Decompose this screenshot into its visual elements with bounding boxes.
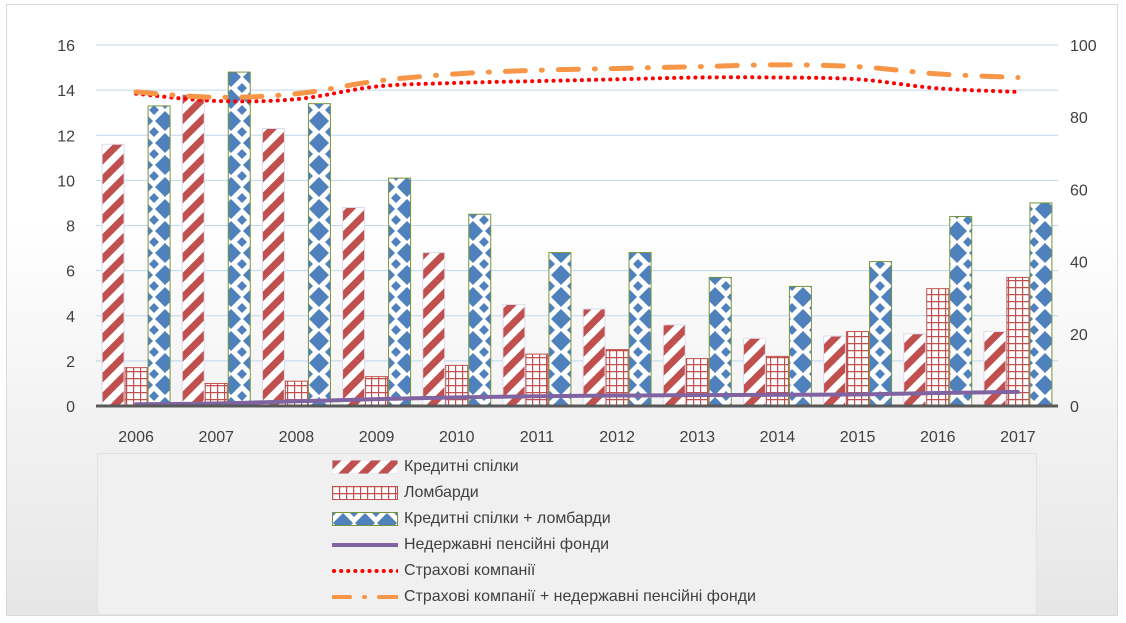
bar-1-2013 (685, 358, 709, 407)
y-left-tick-label: 8 (66, 219, 75, 236)
legend-item-credit-unions: Кредитні спілки (332, 454, 519, 480)
y-left-tick-label: 0 (66, 399, 75, 416)
bar-0-2009 (342, 206, 366, 407)
legend-item-pawnshops: Ломбарди (332, 480, 479, 506)
bar-1-2017 (1006, 276, 1030, 407)
legend-label-pension-funds: Недержавні пенсійні фонди (404, 536, 610, 553)
bar-0-2011 (502, 303, 526, 407)
y-right-tick-label: 0 (1070, 399, 1079, 416)
y-left-tick-label: 16 (57, 38, 75, 55)
legend-item-insurance-plus-pension: Страхові компанії + недержавні пенсійні … (332, 584, 756, 610)
y-left-tick-label: 10 (57, 173, 75, 190)
legend-label-credit-unions: Кредитні спілки (404, 458, 519, 475)
legend-label-credit-unions-plus-pawnshops: Кредитні спілки + ломбарди (404, 510, 611, 527)
legend-item-insurance: Страхові компанії (332, 558, 535, 584)
bar-1-2016 (926, 288, 950, 407)
bar-0-2010 (422, 252, 446, 407)
legend-label-insurance: Страхові компанії (404, 562, 536, 579)
legend-item-credit-unions-plus-pawnshops: Кредитні спілки + ломбарди (332, 506, 611, 532)
y-left-tick-label: 2 (66, 354, 75, 371)
line-series-0 (134, 389, 1020, 407)
bar-2-2008 (307, 103, 331, 407)
x-tick-label: 2014 (760, 429, 796, 446)
legend-swatch-insurance-plus-pension (332, 595, 398, 599)
x-tick-label: 2011 (520, 429, 555, 446)
bar-2-2015 (869, 261, 893, 407)
bar-1-2009 (365, 376, 389, 407)
bar-2-2006 (147, 105, 171, 407)
x-tick-label: 2013 (679, 429, 715, 446)
x-tick-label: 2017 (1000, 429, 1036, 446)
x-tick-label: 2008 (279, 429, 315, 446)
bar-2-2012 (628, 252, 652, 407)
y-left-tick-label: 12 (57, 128, 75, 145)
legend-swatch-pawnshops (332, 486, 398, 500)
bar-2-2009 (388, 177, 412, 407)
bar-2-2010 (468, 213, 492, 407)
x-tick-label: 2006 (118, 429, 154, 446)
legend-swatch-pension-funds (332, 543, 398, 547)
bars (101, 71, 1053, 407)
bar-0-2007 (181, 94, 205, 407)
bar-1-2006 (124, 367, 148, 407)
legend-swatch-credit-unions-plus-pawnshops (332, 512, 398, 526)
x-tick-label: 2012 (599, 429, 635, 446)
y-right-tick-label: 80 (1070, 110, 1088, 127)
x-tick-label: 2009 (359, 429, 395, 446)
x-tick-label: 2010 (439, 429, 475, 446)
y-right-tick-label: 40 (1070, 255, 1088, 272)
legend-label-insurance-plus-pension: Страхові компанії + недержавні пенсійні … (404, 588, 756, 605)
y-right-tick-label: 100 (1070, 38, 1097, 55)
bar-2-2014 (788, 285, 812, 407)
bar-2-2016 (949, 215, 973, 407)
legend: Кредитні спілки Ломбарди Кредитні спілки… (97, 453, 1037, 615)
bar-2-2011 (548, 252, 572, 407)
bar-0-2008 (261, 127, 285, 407)
bar-0-2017 (983, 331, 1007, 407)
lines (133, 62, 1021, 407)
bar-1-2014 (765, 355, 789, 407)
bar-2-2007 (227, 71, 251, 407)
y-right-tick-label: 60 (1070, 182, 1088, 199)
y-left-tick-label: 6 (66, 264, 75, 281)
gridlines (96, 44, 1058, 362)
legend-item-pension-funds: Недержавні пенсійні фонди (332, 532, 609, 558)
bar-0-2006 (101, 143, 125, 407)
axes: 0 2 4 6 8 10 12 14 16 0 20 40 60 80 100 2006 2007 2008 200… (57, 38, 1097, 446)
y-left-tick-label: 14 (57, 83, 75, 100)
line-series-1 (134, 75, 1020, 104)
y-right-tick-label: 20 (1070, 327, 1088, 344)
legend-swatch-credit-unions (332, 460, 398, 474)
bar-2-2017 (1029, 202, 1053, 407)
bar-0-2012 (582, 308, 606, 407)
line-series-2 (133, 62, 1021, 100)
bar-1-2010 (445, 364, 469, 407)
bar-2-2013 (708, 276, 732, 407)
x-tick-label: 2015 (840, 429, 876, 446)
x-tick-label: 2007 (198, 429, 234, 446)
legend-swatch-insurance (332, 569, 398, 573)
legend-label-pawnshops: Ломбарди (404, 484, 479, 501)
y-left-tick-label: 4 (66, 309, 75, 326)
x-tick-label: 2016 (920, 429, 956, 446)
